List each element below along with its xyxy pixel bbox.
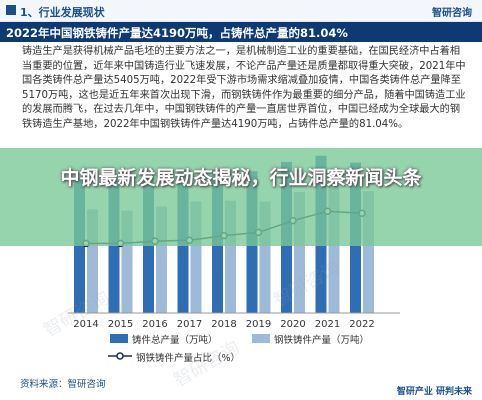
legend-steel-label: 钢铁铸件产量（万吨） <box>274 335 370 346</box>
x-tick-label: 2020 <box>280 319 305 330</box>
x-tick-label: 2017 <box>177 319 202 330</box>
legend-share-swatch <box>108 352 132 360</box>
x-tick-label: 2019 <box>246 319 271 330</box>
brand-logo: 智研咨询 <box>432 8 472 19</box>
bar-total-2015 <box>108 180 120 313</box>
legend-share-label: 钢铁铸件产量占比（%） <box>136 353 241 364</box>
headline-overlay <box>0 148 482 246</box>
footer-slogan: 智研产业 研判未来 <box>396 387 472 397</box>
title-bar: 2022年中国钢铁铸件产量达4190万吨，占铸件总产量的81.04% <box>0 22 482 42</box>
description-paragraph: 铸造生产是获得机械产品毛坯的主要方法之一，是机械制造工业的重要基础，在国民经济中… <box>22 46 466 130</box>
overlay-headline-text: 中钢最新发展动态揭秘，行业洞察新闻头条 <box>60 167 422 189</box>
x-tick-label: 2018 <box>211 319 236 330</box>
x-tick-label: 2022 <box>349 319 374 330</box>
overlay-headline: 中钢最新发展动态揭秘，行业洞察新闻头条 <box>0 163 482 193</box>
legend-steel-swatch <box>252 334 270 343</box>
section-title: 1、行业发展现状 <box>20 6 105 19</box>
bar-steel-2016 <box>156 206 167 313</box>
legend-total-swatch <box>110 334 128 343</box>
bar-steel-2014 <box>87 209 98 313</box>
page-title: 2022年中国钢铁铸件产量达4190万吨，占铸件总产量的81.04% <box>6 26 348 40</box>
header-bar: 1、行业发展现状 智研咨询 <box>0 0 482 22</box>
bar-steel-2019 <box>259 201 271 313</box>
bar-steel-2020 <box>294 191 305 313</box>
bar-steel-2017 <box>190 201 202 313</box>
source-note: 资料来源：智研咨询 <box>20 379 106 390</box>
bar-steel-2018 <box>225 200 236 313</box>
bar-steel-2021 <box>328 185 340 313</box>
bar-steel-2015 <box>121 210 133 313</box>
x-tick-label: 2014 <box>73 319 98 330</box>
legend-total-label: 铸件总产量（万吨） <box>132 335 218 346</box>
section-marker-icon <box>6 5 16 15</box>
x-tick-label: 2021 <box>315 319 340 330</box>
bar-steel-2022 <box>363 191 374 313</box>
x-tick-label: 2015 <box>108 319 133 330</box>
x-tick-label: 2016 <box>142 319 167 330</box>
